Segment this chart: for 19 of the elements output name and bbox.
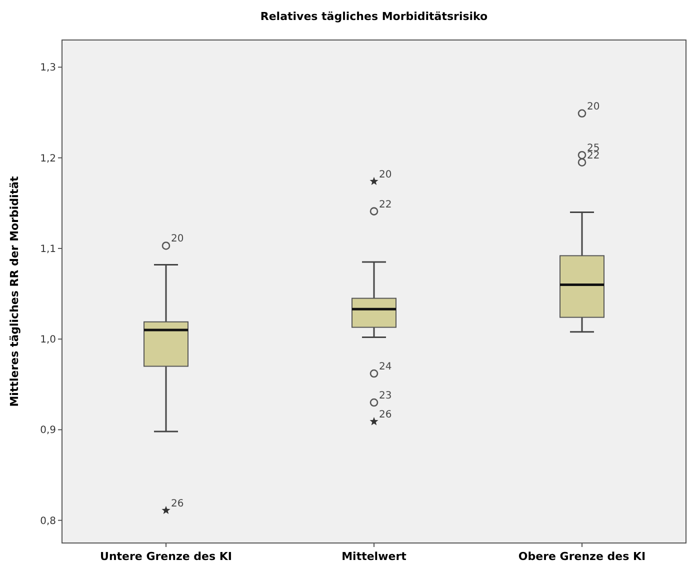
x-tick-label: Obere Grenze des KI [518, 550, 646, 563]
y-tick-label: 1,1 [40, 244, 56, 255]
y-axis-title: Mittleres tägliches RR der Morbidität [8, 176, 21, 407]
annotation: 20 [587, 101, 600, 112]
annotation: 26 [379, 410, 392, 421]
y-tick-label: 1,0 [40, 334, 56, 346]
y-tick-label: 1,2 [40, 153, 56, 164]
annotation: 22 [379, 199, 392, 210]
annotation: 26 [171, 498, 184, 510]
annotation: 24 [379, 362, 392, 373]
annotation: 20 [171, 234, 184, 245]
y-tick-label: 0,8 [40, 516, 56, 527]
y-tick-label: 1,3 [40, 62, 56, 74]
annotation: 20 [379, 169, 392, 180]
annotation: 23 [379, 390, 392, 402]
x-tick-label: Untere Grenze des KI [100, 550, 232, 563]
x-tick-label: Mittelwert [342, 550, 406, 563]
chart-title: Relatives tägliches Morbiditätsrisiko [260, 10, 488, 23]
y-tick-label: 0,9 [40, 425, 56, 436]
